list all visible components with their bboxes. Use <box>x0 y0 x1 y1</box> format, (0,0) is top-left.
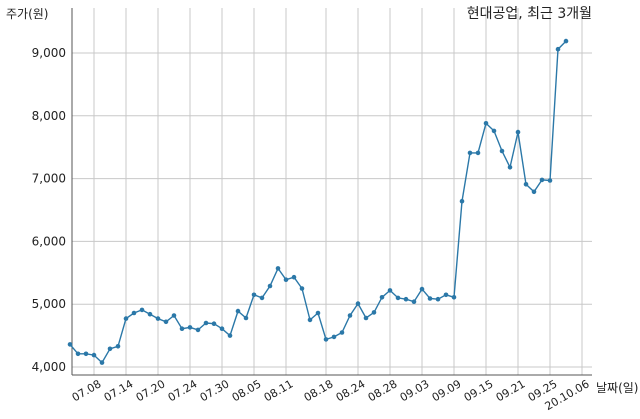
y-tick-labels: 4,000 5,000 6,000 7,000 8,000 9,000 <box>32 46 66 374</box>
data-point <box>235 308 241 314</box>
data-point <box>515 129 521 135</box>
data-point <box>419 286 425 292</box>
data-point <box>339 330 345 335</box>
data-point <box>323 337 329 342</box>
data-point <box>291 274 297 280</box>
data-point <box>115 344 121 349</box>
data-point <box>539 177 545 183</box>
data-point <box>107 346 113 352</box>
data-point <box>395 295 401 301</box>
data-point <box>355 301 361 306</box>
data-point <box>563 38 569 44</box>
data-point <box>83 351 89 357</box>
data-point <box>531 189 537 195</box>
data-point <box>275 266 281 271</box>
data-point <box>123 316 129 321</box>
data-point <box>443 292 449 298</box>
data-point <box>267 283 273 289</box>
x-tick-label: 07.20 <box>134 377 168 404</box>
data-point <box>299 286 305 291</box>
x-tick-label: 08.11 <box>262 377 296 404</box>
x-tick-label: 07.08 <box>70 377 104 404</box>
y-tick-label: 7,000 <box>32 172 66 186</box>
x-tick-label: 08.24 <box>334 377 368 404</box>
data-point <box>523 182 529 187</box>
y-tick-label: 6,000 <box>32 234 66 248</box>
x-tick-label: 07.14 <box>102 377 136 404</box>
data-point <box>435 296 441 302</box>
x-tick-label: 08.28 <box>366 377 400 404</box>
data-point <box>67 342 73 347</box>
grid-lines <box>72 8 592 375</box>
data-point <box>211 321 217 327</box>
data-point <box>315 310 321 316</box>
chart-title: 현대공업, 최근 3개월 <box>467 6 592 22</box>
data-point <box>283 277 289 283</box>
x-tick-label: 07.30 <box>198 377 232 404</box>
data-point <box>451 295 457 300</box>
y-axis-label: 주가(원) <box>6 7 48 21</box>
data-point <box>403 296 409 302</box>
data-point <box>171 313 177 318</box>
data-point <box>259 295 265 301</box>
data-point <box>147 311 153 317</box>
y-tick-label: 4,000 <box>32 360 66 374</box>
x-tick-label: 09.21 <box>494 377 528 404</box>
data-point <box>547 178 553 183</box>
data-point <box>483 121 489 126</box>
data-point <box>363 315 369 321</box>
data-point <box>187 325 193 330</box>
data-point <box>155 316 161 321</box>
data-point <box>251 292 257 298</box>
data-point <box>219 326 225 332</box>
x-tick-label: 09.03 <box>398 377 432 404</box>
y-tick-label: 9,000 <box>32 46 66 60</box>
y-tick-label: 5,000 <box>32 297 66 311</box>
data-point <box>139 307 145 313</box>
data-point <box>467 150 473 156</box>
axes <box>71 8 592 376</box>
data-point <box>227 333 233 338</box>
data-point <box>499 148 505 154</box>
y-tick-label: 8,000 <box>32 109 66 123</box>
data-point <box>427 296 433 301</box>
data-point <box>387 288 393 293</box>
data-point <box>75 351 81 357</box>
data-point <box>475 150 481 156</box>
data-point <box>195 327 201 333</box>
data-point <box>91 352 97 358</box>
x-tick-label: 08.18 <box>302 377 336 404</box>
data-point <box>507 165 513 170</box>
data-point <box>307 317 313 323</box>
data-point <box>331 334 337 340</box>
data-point <box>99 360 105 365</box>
data-point <box>491 128 497 134</box>
x-axis-label: 날짜(일) <box>596 381 638 395</box>
x-tick-label: 09.15 <box>462 377 496 404</box>
data-point <box>379 295 385 300</box>
data-point <box>347 313 353 318</box>
x-tick-label: 07.24 <box>166 377 200 404</box>
data-point <box>411 299 417 305</box>
data-point <box>163 319 169 325</box>
data-point <box>243 315 249 321</box>
data-point <box>131 310 137 316</box>
data-point <box>179 326 185 332</box>
data-point <box>371 310 377 315</box>
x-tick-label: 08.05 <box>230 377 264 404</box>
x-tick-label: 09.09 <box>430 377 464 404</box>
data-points <box>67 38 569 365</box>
data-point <box>203 320 209 326</box>
data-point <box>459 198 465 204</box>
data-point <box>555 46 561 52</box>
